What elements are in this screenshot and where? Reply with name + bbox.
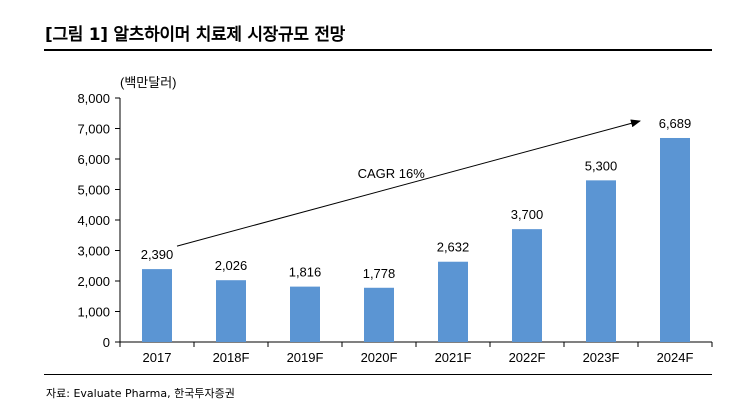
source-note: 자료: Evaluate Pharma, 한국투자증권 <box>46 387 235 400</box>
source-divider <box>44 374 712 375</box>
bar-2024F <box>660 137 690 342</box>
bar-2018F <box>216 280 246 342</box>
bar-2022F <box>512 229 542 342</box>
bar-2017 <box>142 269 172 342</box>
y-tick-label: 8,000 <box>77 91 110 106</box>
y-tick-label: 5,000 <box>77 183 110 198</box>
x-tick-label: 2021F <box>435 350 472 365</box>
y-tick-label: 3,000 <box>77 244 110 259</box>
bar-value-label: 2,026 <box>215 258 248 273</box>
x-tick-label: 2020F <box>361 350 398 365</box>
y-tick-label: 2,000 <box>77 274 110 289</box>
bar-value-label: 1,816 <box>289 265 322 280</box>
title-divider <box>44 49 712 51</box>
x-tick-label: 2023F <box>583 350 620 365</box>
bar-2019F <box>290 286 320 342</box>
y-tick-label: 0 <box>103 335 110 350</box>
data-labels: 2,390 2,026 1,816 1,778 2,632 3,700 5,300 6,689 <box>141 116 692 281</box>
y-axis: 0 1,000 2,000 3,000 4,000 5,000 6,000 7,000 8,00… <box>77 91 121 350</box>
y-tick-label: 6,000 <box>77 152 110 167</box>
bar-value-label: 3,700 <box>511 207 544 222</box>
x-tick-label: 2024F <box>657 350 694 365</box>
bar-2023F <box>586 180 616 342</box>
chart-title: [그림 1] 알츠하이머 치료제 시장규모 전망 <box>45 25 345 45</box>
y-tick-label: 1,000 <box>77 305 110 320</box>
y-axis-unit-label: (백만달러) <box>120 75 177 90</box>
cagr-annotation: CAGR 16% <box>176 119 641 247</box>
bar-value-label: 5,300 <box>585 158 618 173</box>
cagr-arrow <box>176 119 641 247</box>
bar-value-label: 6,689 <box>659 116 692 131</box>
bar-value-label: 1,778 <box>363 266 396 281</box>
x-tick-label: 2018F <box>213 350 250 365</box>
cagr-label: CAGR 16% <box>358 166 426 181</box>
bar-2021F <box>438 261 468 342</box>
x-tick-label: 2017 <box>143 350 172 365</box>
bars <box>142 137 690 342</box>
x-tick-label: 2019F <box>287 350 324 365</box>
x-tick-label: 2022F <box>509 350 546 365</box>
x-axis: 2017 2018F 2019F 2020F 2021F 2022F 2023F 2024F <box>119 341 713 365</box>
y-tick-label: 7,000 <box>77 122 110 137</box>
bar-2020F <box>364 287 394 342</box>
bar-value-label: 2,390 <box>141 247 174 262</box>
y-tick-label: 4,000 <box>77 213 110 228</box>
bar-value-label: 2,632 <box>437 240 470 255</box>
